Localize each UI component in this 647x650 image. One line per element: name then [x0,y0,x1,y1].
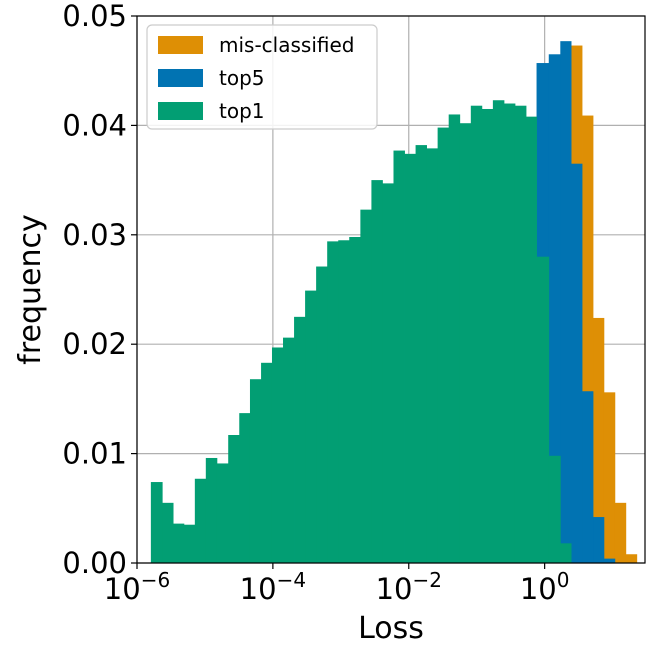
histogram-bar [582,115,594,563]
legend-swatch [158,102,203,120]
histogram-bar [382,183,394,563]
y-tick-label: 0.05 [62,0,127,33]
histogram-bar [283,337,295,563]
histogram-bar [548,54,561,563]
y-tick-label: 0.03 [62,218,127,252]
histogram-bar [271,347,284,563]
axis-ticks: 0.00 0.01 0.02 0.03 0.04 0.05 10−6 10−4 10−2 100 [62,0,569,606]
histogram-bar [437,127,450,563]
x-axis-label: Loss [358,611,424,646]
histogram-bar [228,435,240,563]
x-tick-label: 100 [520,568,570,606]
histogram-bar [216,463,229,563]
histogram-bar [338,240,350,563]
histogram-bar [526,116,537,563]
histogram-bar [393,150,405,563]
histogram-bar [536,256,550,563]
histogram-bar [183,524,196,563]
histogram-bar [316,266,328,563]
histogram-bar [360,209,372,563]
x-tick-label: 10−2 [376,568,442,606]
histogram-bar [582,391,594,563]
legend-swatch [158,36,203,54]
legend-swatch [158,69,203,87]
histogram-bar [459,123,472,563]
histogram-bar [150,482,163,563]
histogram-bar [261,362,273,563]
y-axis-label: frequency [13,214,48,364]
histogram-bar [593,517,605,563]
histogram-bar [492,100,505,563]
histogram-bar [603,392,616,563]
series-top1 [150,100,572,564]
legend-box [146,24,378,130]
histogram-bar [426,148,439,563]
histogram-bar [514,105,527,563]
bars [150,41,638,564]
histogram-bar [603,558,616,563]
histogram-bar [548,455,561,563]
x-tick-label: 10−4 [240,568,306,606]
plot-frame [136,15,646,564]
histogram-bar [239,413,251,563]
histogram-bar [294,316,306,563]
histogram-bar [305,290,317,563]
y-tick-label: 0.04 [62,108,127,142]
histogram-bar [349,236,361,563]
x-tick-label: 10−6 [104,568,170,606]
histogram-bar [404,153,416,563]
legend-label: top5 [219,66,265,90]
histogram-bar [173,523,185,563]
histogram-bar [481,108,494,564]
histogram-bar [560,41,572,564]
y-tick-label: 0.01 [62,437,127,471]
histogram-bar [415,145,427,564]
histogram-bar [503,103,516,564]
histogram-bar [327,241,339,563]
histogram-bar [448,114,461,564]
histogram-bar [614,502,627,563]
histogram-bar [194,478,207,563]
histogram-bar [162,502,174,563]
y-tick-label: 0.00 [62,546,127,580]
legend-label: mis-classified [219,33,354,57]
histogram-bar [249,379,262,563]
legend: mis-classified top5 top1 [146,24,378,130]
histogram-bar [470,105,483,563]
histogram-bar [371,180,383,563]
histogram-bar [205,457,218,563]
histogram-bar [571,163,583,563]
histogram-bar [625,554,638,563]
histogram-bar [560,543,572,563]
histogram-bar [593,317,605,563]
y-tick-label: 0.02 [62,327,127,361]
legend-label: top1 [219,99,265,123]
